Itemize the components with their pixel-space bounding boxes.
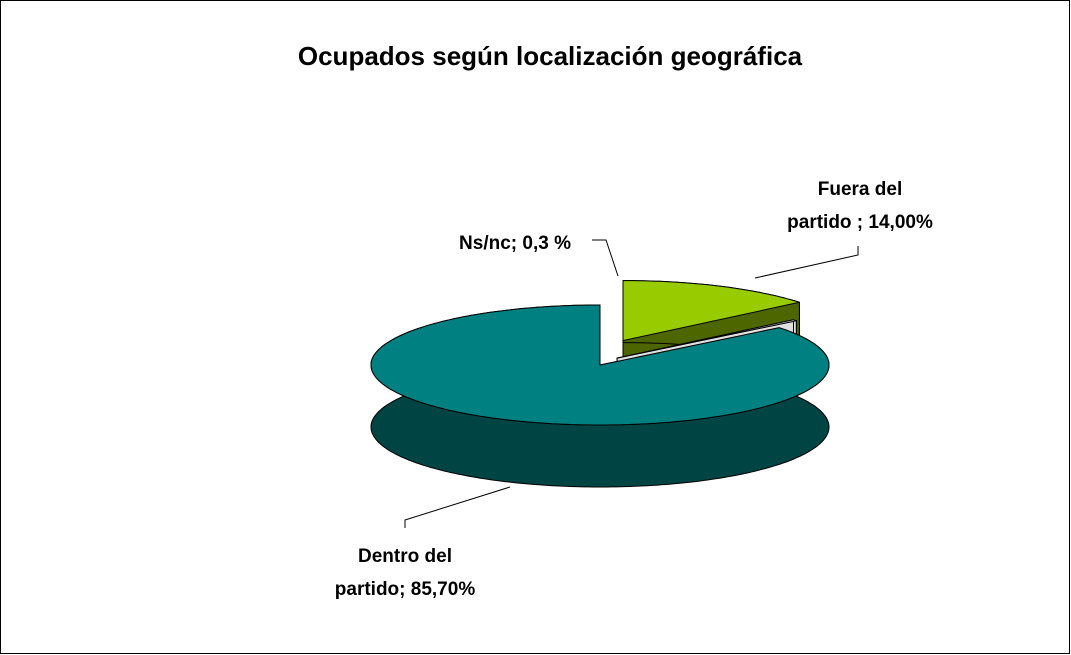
slice-top	[622, 280, 800, 342]
data-label: Dentro del	[358, 546, 452, 567]
data-label: partido; 85,70%	[335, 579, 476, 600]
slice-top	[370, 304, 830, 426]
data-label: Ns/nc; 0,3 %	[459, 233, 571, 254]
leader-line	[592, 239, 619, 277]
chart-title: Ocupados según localización geográfica	[298, 41, 803, 71]
data-label: Fuera del	[818, 179, 902, 200]
pie	[370, 280, 830, 488]
leader-line	[754, 246, 859, 279]
data-label: partido ; 14,00%	[787, 212, 933, 233]
leader-line	[404, 486, 511, 528]
slice-top	[616, 319, 797, 359]
labels: Dentro del partido; 85,70% Fuera del partid…	[335, 179, 933, 600]
